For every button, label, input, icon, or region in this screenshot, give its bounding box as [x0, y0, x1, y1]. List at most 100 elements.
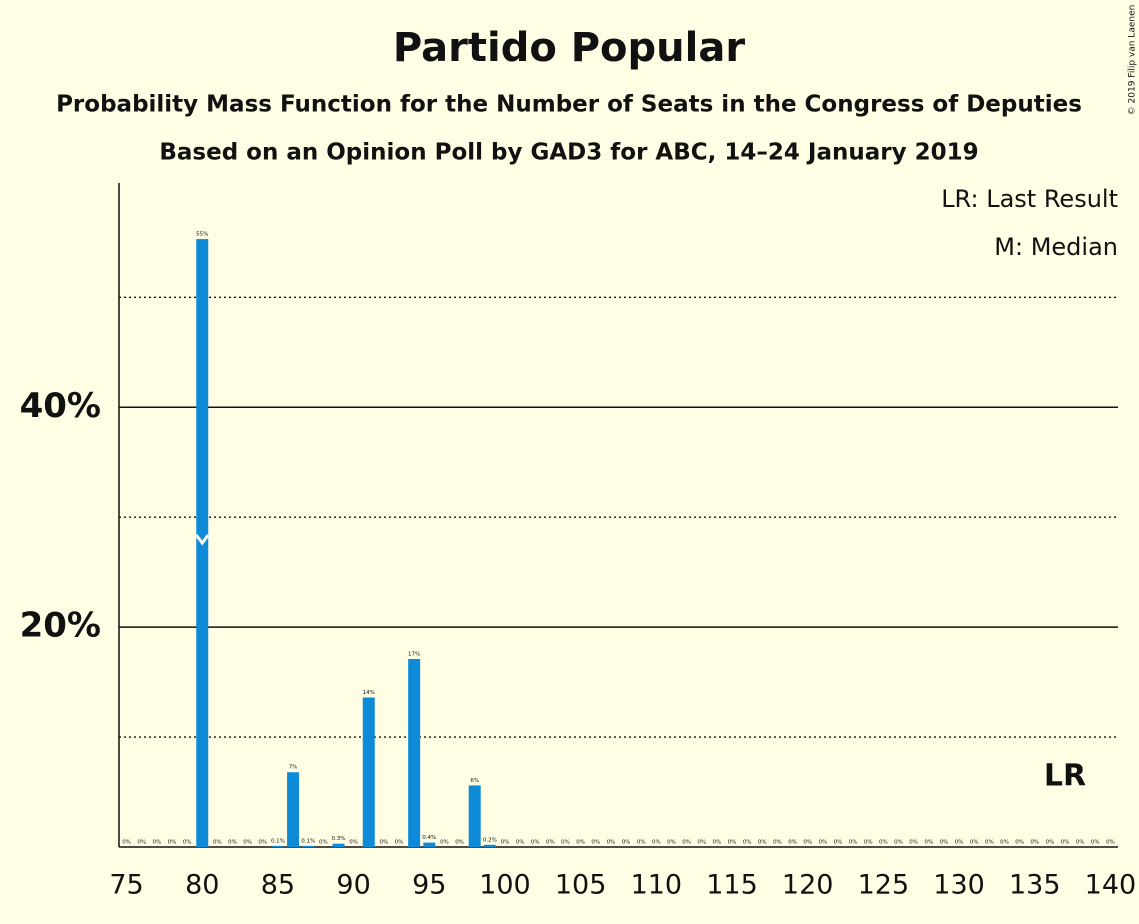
x-tick-label: 85: [261, 870, 295, 901]
median-marker: [195, 534, 210, 546]
value-label: 0%: [440, 840, 449, 846]
value-label: 0%: [501, 840, 510, 846]
chart-subtitle: Probability Mass Function for the Number…: [56, 92, 1082, 118]
value-label: 0%: [380, 840, 389, 846]
value-label: 0%: [1106, 840, 1115, 846]
x-tick-label: 95: [412, 870, 446, 901]
value-label: 14%: [363, 690, 375, 696]
value-label: 0.1%: [271, 838, 285, 844]
value-label: 0%: [667, 840, 676, 846]
legend-entry: LR: Last Result: [941, 185, 1118, 213]
x-tick-label: 90: [336, 870, 370, 901]
value-label: 0%: [243, 840, 252, 846]
legend-entry: M: Median: [994, 233, 1118, 261]
x-tick-label: 120: [782, 870, 834, 901]
value-label: 0%: [516, 840, 525, 846]
value-label: 0%: [455, 840, 464, 846]
value-label: 0%: [576, 840, 585, 846]
value-label: 0%: [1091, 840, 1100, 846]
value-label: 0%: [713, 840, 722, 846]
value-label: 0%: [970, 840, 979, 846]
value-label: 0%: [849, 840, 858, 846]
value-label: 0%: [137, 840, 146, 846]
value-label: 0%: [607, 840, 616, 846]
bar: [287, 772, 300, 847]
value-label: 0.4%: [422, 835, 436, 841]
value-label: 0%: [1061, 840, 1070, 846]
value-label: 0%: [894, 840, 903, 846]
value-label: 0%: [546, 840, 555, 846]
x-tick-label: 105: [555, 870, 607, 901]
value-label: 0%: [879, 840, 888, 846]
value-label: 0%: [682, 840, 691, 846]
value-label: 0%: [909, 840, 918, 846]
x-tick-label: 130: [933, 870, 985, 901]
x-tick-label: 75: [109, 870, 143, 901]
chart-title: Partido Popular: [393, 25, 745, 71]
x-tick-label: 80: [185, 870, 219, 901]
value-label: 0%: [788, 840, 797, 846]
value-label: 0%: [1015, 840, 1024, 846]
x-tick-label: 115: [706, 870, 758, 901]
last-result-marker: LR: [1044, 759, 1086, 794]
value-label: 0%: [152, 840, 161, 846]
bar: [408, 659, 421, 847]
value-label: 0%: [758, 840, 767, 846]
x-tick-label: 140: [1085, 870, 1137, 901]
value-label: 0%: [834, 840, 843, 846]
x-tick-label: 100: [479, 870, 531, 901]
y-tick-label: 20%: [20, 606, 101, 646]
value-label: 0%: [985, 840, 994, 846]
bar: [271, 845, 284, 847]
y-tick-label: 40%: [20, 386, 101, 426]
value-label: 6%: [470, 778, 479, 784]
value-label: 0%: [531, 840, 540, 846]
value-label: 55%: [196, 232, 208, 238]
value-label: 0%: [637, 840, 646, 846]
x-tick-label: 110: [631, 870, 683, 901]
value-label: 0%: [1030, 840, 1039, 846]
value-label: 0%: [349, 840, 358, 846]
value-label: 17%: [408, 652, 420, 658]
value-label: 0%: [1076, 840, 1085, 846]
value-label: 0%: [228, 840, 237, 846]
value-label: 0.2%: [483, 837, 497, 843]
value-label: 0%: [803, 840, 812, 846]
bar: [468, 785, 481, 847]
value-label: 0.3%: [331, 836, 345, 842]
value-label: 0%: [258, 840, 267, 846]
value-label: 0%: [622, 840, 631, 846]
bar: [483, 844, 496, 847]
value-label: 0.1%: [301, 838, 315, 844]
bar: [423, 842, 436, 847]
value-label: 0%: [864, 840, 873, 846]
value-label: 0%: [183, 840, 192, 846]
value-label: 0%: [591, 840, 600, 846]
x-tick-label: 125: [858, 870, 910, 901]
value-label: 7%: [289, 765, 298, 771]
value-label: 0%: [213, 840, 222, 846]
value-label: 0%: [319, 840, 328, 846]
value-label: 0%: [743, 840, 752, 846]
value-label: 0%: [955, 840, 964, 846]
bar: [362, 697, 375, 847]
copyright: © 2019 Filip van Laenen: [1128, 5, 1138, 116]
value-label: 0%: [168, 840, 177, 846]
value-label: 0%: [728, 840, 737, 846]
x-tick-label: 135: [1009, 870, 1061, 901]
value-label: 0%: [561, 840, 570, 846]
value-label: 0%: [1000, 840, 1009, 846]
value-label: 0%: [818, 840, 827, 846]
value-label: 0%: [395, 840, 404, 846]
value-label: 0%: [1046, 840, 1055, 846]
value-label: 0%: [652, 840, 661, 846]
bar: [332, 843, 345, 847]
bar: [302, 845, 315, 847]
chart-subtitle: Based on an Opinion Poll by GAD3 for ABC…: [159, 140, 978, 166]
value-label: 0%: [924, 840, 933, 846]
value-label: 0%: [122, 840, 131, 846]
value-label: 0%: [697, 840, 706, 846]
value-label: 0%: [940, 840, 949, 846]
